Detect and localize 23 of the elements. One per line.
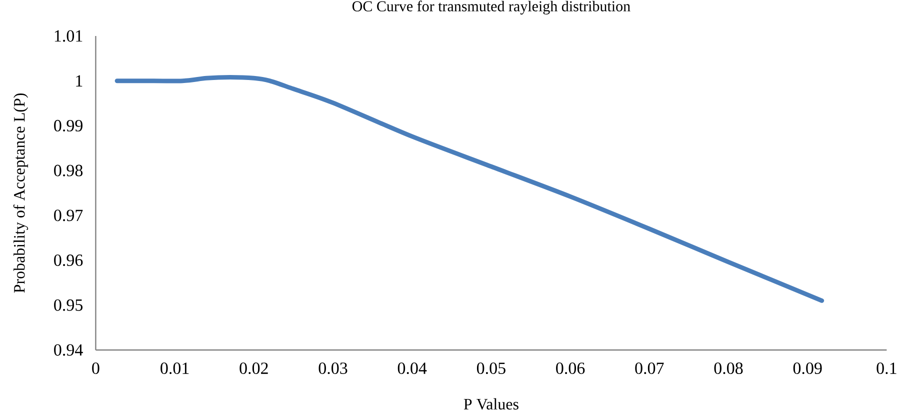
y-axis-title: Probability of Acceptance L(P) bbox=[13, 93, 28, 293]
x-tick-label: 0.09 bbox=[793, 362, 822, 374]
line-series bbox=[114, 75, 824, 303]
y-tick-label: 0.95 bbox=[54, 299, 83, 311]
x-tick-label: 0.07 bbox=[635, 362, 664, 374]
x-tick-label: 0 bbox=[92, 362, 100, 374]
chart-title: OC Curve for transmuted rayleigh distribution bbox=[352, 0, 630, 14]
x-tick-label: 0.1 bbox=[876, 362, 896, 374]
x-tick-label: 0.02 bbox=[240, 362, 268, 374]
y-tick-label: 1 bbox=[76, 75, 82, 86]
y-tick-label: 1.01 bbox=[54, 30, 82, 42]
x-tick-label: 0.01 bbox=[160, 362, 189, 374]
x-axis-title: P Values bbox=[464, 398, 518, 410]
x-tick-label: 0.04 bbox=[398, 362, 427, 374]
y-tick-label: 0.99 bbox=[54, 120, 82, 132]
x-tick-label: 0.03 bbox=[318, 362, 348, 374]
y-tick-label: 0.96 bbox=[54, 254, 83, 266]
x-tick-label: 0.06 bbox=[556, 362, 585, 374]
y-tick-label: 0.98 bbox=[54, 164, 83, 176]
x-tick-label: 0.08 bbox=[714, 362, 743, 374]
y-tick-label: 0.97 bbox=[54, 210, 83, 222]
y-tick-label: 0.94 bbox=[54, 344, 83, 356]
x-tick-label: 0.05 bbox=[476, 362, 506, 374]
